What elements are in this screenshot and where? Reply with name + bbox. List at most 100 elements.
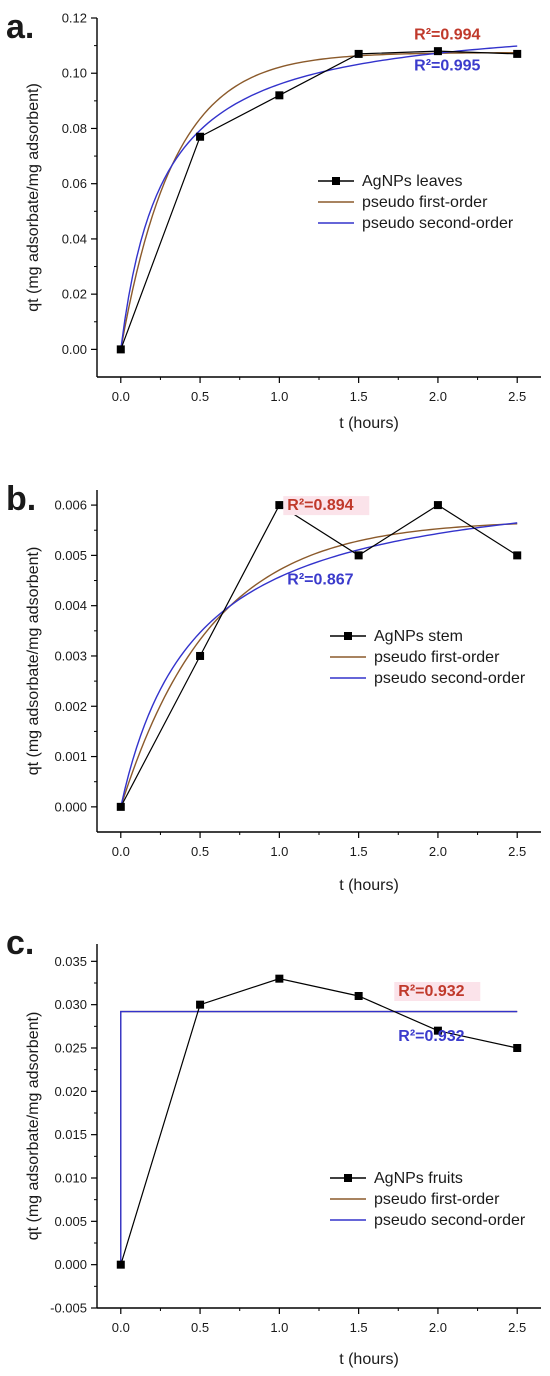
y-tick-label: 0.06 <box>62 176 87 191</box>
data-point-marker <box>196 651 205 660</box>
legend-label: pseudo second-order <box>374 670 526 687</box>
legend-label: AgNPs fruits <box>374 1170 463 1187</box>
data-point-marker <box>196 1000 205 1009</box>
panel-label: c. <box>6 924 34 962</box>
second-order-r2-label: R²=0.995 <box>414 57 480 74</box>
r2-highlight <box>283 496 370 516</box>
y-tick-label: 0.002 <box>54 699 87 714</box>
y-tick-label: -0.005 <box>50 1301 87 1316</box>
y-tick-label: 0.000 <box>54 1257 87 1272</box>
data-point-marker <box>433 47 442 56</box>
x-tick-label: 0.0 <box>112 389 130 404</box>
chart-panel-c: c. -0.005 0.000 0.005 0.010 0.015 0.020 0.025 0.… <box>6 924 541 1368</box>
data-series-line <box>120 504 518 808</box>
x-tick-label: 2.0 <box>429 844 447 859</box>
y-tick-label: 0.12 <box>62 11 87 26</box>
y-tick-label: 0.04 <box>62 231 87 246</box>
data-point-marker <box>433 501 442 510</box>
x-tick-label: 1.5 <box>350 844 368 859</box>
data-point-marker <box>513 551 522 560</box>
x-tick-label: 2.0 <box>429 389 447 404</box>
legend-marker <box>344 1174 352 1182</box>
legend-marker <box>332 177 340 185</box>
y-tick-label: 0.10 <box>62 66 87 81</box>
y-tick-label: 0.005 <box>54 1214 87 1229</box>
legend-marker <box>344 632 352 640</box>
x-tick-label: 2.5 <box>508 844 526 859</box>
legend-label: pseudo second-order <box>374 1212 526 1229</box>
data-point-marker <box>116 1260 125 1269</box>
y-tick-label: 0.035 <box>54 954 87 969</box>
data-point-marker <box>513 1044 522 1052</box>
x-tick-label: 1.0 <box>270 389 288 404</box>
second-order-r2-label: R²=0.932 <box>398 1028 464 1045</box>
data-point-marker <box>354 551 363 560</box>
second-order-r2-label: R²=0.867 <box>287 572 353 589</box>
x-axis-title: t (hours) <box>339 877 399 894</box>
data-point-marker <box>196 132 205 141</box>
chart-panel-b: b. 0.000 0.001 0.002 0.003 0.004 0.005 0.006 0.0… <box>6 480 541 894</box>
first-order-fit-line <box>120 51 518 350</box>
data-point-marker <box>354 49 363 58</box>
second-order-fit-line <box>120 1010 518 1265</box>
y-axis-title: qt (mg adsorbate/mg adsorbent) <box>25 547 42 776</box>
first-order-r2-label: R²=0.894 <box>287 497 353 514</box>
y-tick-label: 0.003 <box>54 648 87 663</box>
y-tick-label: 0.030 <box>54 997 87 1012</box>
legend-label: pseudo first-order <box>362 194 488 211</box>
x-tick-label: 2.5 <box>508 1320 526 1335</box>
second-order-fit-line <box>120 522 518 808</box>
x-tick-label: 2.0 <box>429 1320 447 1335</box>
x-tick-label: 1.0 <box>270 844 288 859</box>
x-tick-label: 0.5 <box>191 844 209 859</box>
panel-label: b. <box>6 480 36 518</box>
y-axis-title: qt (mg adsorbate/mg adsorbent) <box>25 1012 42 1241</box>
y-tick-label: 0.006 <box>54 498 87 513</box>
y-tick-label: 0.010 <box>54 1171 87 1186</box>
y-tick-label: 0.020 <box>54 1084 87 1099</box>
data-point-marker <box>513 49 522 58</box>
data-point-marker <box>275 501 284 510</box>
y-tick-label: 0.015 <box>54 1127 87 1142</box>
data-series-line <box>120 50 518 350</box>
chart-panel-a: a. 0.00 0.02 0.04 0.06 0.08 0.10 0.12 0.0 0.5 1.0 1… <box>6 8 541 432</box>
legend-label: AgNPs stem <box>374 628 463 645</box>
x-tick-label: 1.5 <box>350 1320 368 1335</box>
y-tick-label: 0.005 <box>54 548 87 563</box>
x-tick-label: 1.0 <box>270 1320 288 1335</box>
x-tick-label: 0.5 <box>191 1320 209 1335</box>
x-tick-label: 0.0 <box>112 844 130 859</box>
panel-label: a. <box>6 8 34 46</box>
x-axis-title: t (hours) <box>339 415 399 432</box>
y-tick-label: 0.000 <box>54 799 87 814</box>
data-point-marker <box>433 1026 442 1035</box>
first-order-r2-label: R²=0.994 <box>414 26 480 43</box>
y-tick-label: 0.025 <box>54 1041 87 1056</box>
y-tick-label: 0.00 <box>62 342 87 357</box>
data-point-marker <box>116 345 125 354</box>
x-tick-label: 2.5 <box>508 389 526 404</box>
first-order-r2-label: R²=0.932 <box>398 983 464 1000</box>
y-tick-label: 0.02 <box>62 287 87 302</box>
x-tick-label: 1.5 <box>350 389 368 404</box>
y-axis-title: qt (mg adsorbate/mg adsorbent) <box>25 83 42 312</box>
legend-label: pseudo first-order <box>374 649 500 666</box>
x-axis-title: t (hours) <box>339 1351 399 1368</box>
data-series-line <box>120 978 518 1265</box>
first-order-fit-line <box>120 523 518 808</box>
x-tick-label: 0.5 <box>191 389 209 404</box>
data-point-marker <box>275 974 284 983</box>
x-tick-label: 0.0 <box>112 1320 130 1335</box>
r2-highlight <box>394 982 481 1001</box>
y-tick-label: 0.001 <box>54 749 87 764</box>
y-tick-label: 0.004 <box>54 598 87 613</box>
data-point-marker <box>354 992 363 1000</box>
data-point-marker <box>116 802 125 811</box>
legend-label: pseudo first-order <box>374 1191 500 1208</box>
y-tick-label: 0.08 <box>62 121 87 136</box>
data-point-marker <box>275 91 284 100</box>
legend-label: pseudo second-order <box>362 215 514 232</box>
legend-label: AgNPs leaves <box>362 173 463 190</box>
